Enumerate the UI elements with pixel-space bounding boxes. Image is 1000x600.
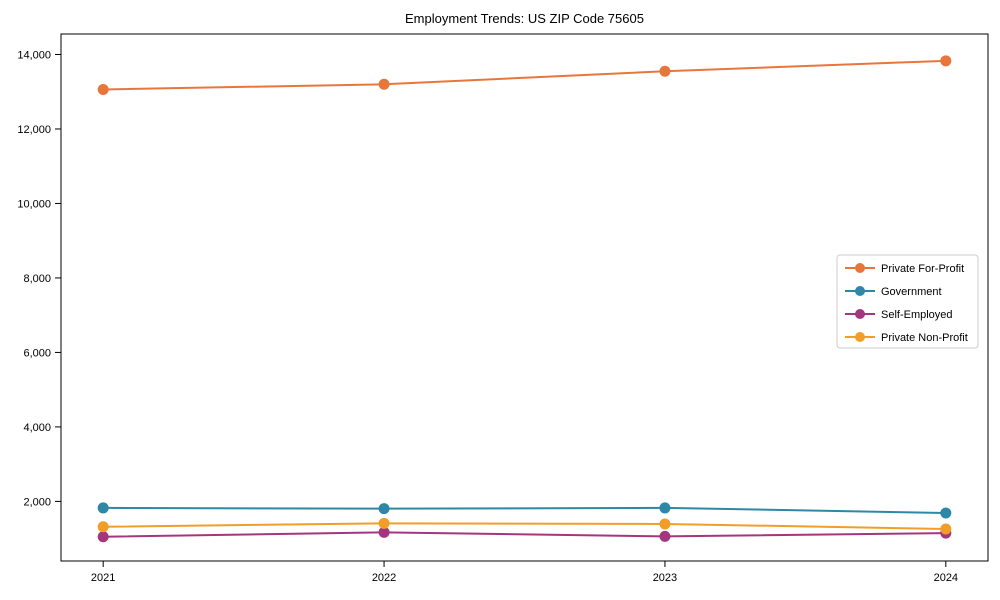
marker-self-employed-2021 [97, 531, 109, 543]
line-private-for-profit [103, 59, 946, 91]
marker-government-2021 [97, 502, 109, 514]
line-self-employed [103, 531, 946, 538]
legend-label-self-employed: Self-Employed [881, 309, 953, 321]
marker-self-employed-2022 [378, 526, 390, 538]
line-government [103, 506, 946, 514]
x-tick-label: 2022 [372, 572, 396, 584]
legend-box [836, 254, 979, 349]
marker-private-for-profit-2023 [659, 65, 671, 77]
chart-title: Employment Trends: US ZIP Code 75605 [405, 11, 644, 26]
marker-private-for-profit-2022 [378, 78, 390, 90]
x-tick-label: 2021 [91, 572, 115, 584]
marker-private-for-profit-2021 [97, 83, 109, 95]
legend-marker-private-for-profit [855, 263, 865, 273]
y-tick-label: 4,000 [23, 422, 51, 434]
legend-marker-self-employed [855, 309, 865, 319]
marker-private-non-profit-2024 [940, 523, 952, 535]
y-tick-label: 14,000 [17, 49, 51, 61]
legend-label-private-non-profit: Private Non-Profit [881, 332, 968, 344]
y-tick-label: 12,000 [17, 124, 51, 136]
plot-border [60, 33, 989, 562]
marker-private-non-profit-2023 [659, 518, 671, 530]
legend-marker-private-non-profit [855, 332, 865, 342]
marker-government-2024 [940, 507, 952, 519]
y-tick-label: 6,000 [23, 347, 51, 359]
legend-label-government: Government [881, 286, 942, 298]
legend-label-private-for-profit: Private For-Profit [881, 263, 964, 275]
marker-private-for-profit-2024 [940, 55, 952, 67]
marker-government-2023 [659, 502, 671, 514]
marker-government-2022 [378, 503, 390, 515]
y-tick-label: 10,000 [17, 198, 51, 210]
marker-private-non-profit-2022 [378, 517, 390, 529]
marker-private-non-profit-2021 [97, 521, 109, 533]
y-tick-label: 8,000 [23, 273, 51, 285]
x-tick-label: 2024 [934, 572, 958, 584]
marker-self-employed-2023 [659, 530, 671, 542]
line-private-non-profit [103, 522, 946, 530]
legend-marker-government [855, 286, 865, 296]
y-tick-label: 2,000 [23, 496, 51, 508]
x-tick-label: 2023 [653, 572, 677, 584]
